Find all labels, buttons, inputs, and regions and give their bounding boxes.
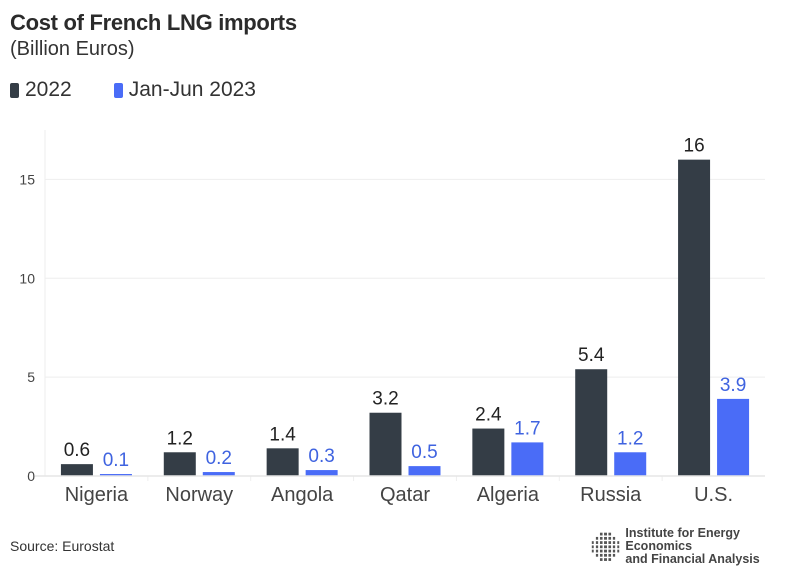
legend-item-2022: 2022: [10, 78, 72, 102]
chart-subtitle: (Billion Euros): [10, 38, 135, 60]
bar-2023: [614, 452, 647, 476]
bar-2023: [511, 442, 544, 476]
globe-dot: [608, 544, 612, 548]
bar-2022: [369, 412, 402, 476]
globe-dot: [599, 549, 603, 552]
legend-label-2022: 2022: [25, 78, 72, 101]
globe-dot: [604, 557, 607, 561]
globe-dot: [604, 553, 607, 557]
bar-2022: [60, 464, 93, 476]
data-label: 1.7: [514, 418, 540, 439]
bar-2023: [305, 470, 338, 476]
globe-dot: [608, 536, 612, 540]
globe-dot: [604, 549, 607, 552]
globe-dot: [599, 532, 603, 535]
globe-dot: [608, 540, 612, 544]
bar-2022: [678, 159, 711, 476]
legend-swatch-2023: [113, 82, 123, 98]
globe-dot: [608, 553, 612, 557]
legend-item-2023: Jan-Jun 2023: [113, 78, 256, 102]
globe-dot: [595, 536, 599, 540]
x-tick-label: Russia: [580, 484, 642, 506]
x-tick-label: Nigeria: [65, 484, 129, 506]
source-note: Source: Eurostat: [10, 538, 115, 554]
globe-dot: [608, 557, 612, 561]
globe-dot: [595, 540, 599, 544]
globe-dot: [608, 549, 612, 552]
bar-2022: [575, 369, 608, 476]
bar-2022: [472, 428, 505, 476]
chart-title: Cost of French LNG imports: [10, 10, 297, 35]
globe-dot: [612, 553, 616, 557]
y-tick-label: 0: [27, 468, 35, 484]
globe-dot: [604, 536, 607, 540]
y-tick-label: 15: [19, 171, 35, 187]
globe-dot: [595, 553, 599, 557]
x-tick-label: Angola: [271, 484, 334, 506]
data-label: 16: [684, 136, 705, 157]
logo-line-2: and Financial Analysis: [625, 552, 760, 566]
globe-dot: [599, 544, 603, 548]
data-label: 1.4: [269, 424, 296, 445]
data-label: 5.4: [578, 345, 605, 366]
bar-2023: [408, 466, 441, 476]
bar-2022: [266, 448, 299, 476]
bar-2023: [99, 474, 132, 476]
logo-line-1: Institute for Energy Economics: [625, 526, 740, 553]
globe-dot: [617, 549, 620, 552]
globe-dot: [617, 540, 620, 544]
bar-2023: [202, 472, 235, 476]
x-tick-label: Qatar: [380, 484, 430, 506]
data-label: 1.2: [167, 428, 193, 449]
bar-2022: [163, 452, 196, 476]
globe-dot: [591, 544, 594, 548]
globe-dot: [591, 549, 594, 552]
bar-2023: [717, 398, 750, 476]
globe-dot: [591, 540, 594, 544]
legend: 2022 Jan-Jun 2023: [10, 78, 298, 102]
bar-chart: 0 5 10 15 0.6 0.1 Nigeria 1.2 0.2 Norway 1.4 0.3 Ang…: [19, 130, 765, 506]
x-tick-label: Algeria: [477, 484, 540, 506]
globe-dot: [612, 544, 616, 548]
data-label: 0.5: [411, 442, 437, 463]
globe-dot: [595, 544, 599, 548]
data-label: 0.6: [64, 440, 90, 461]
globe-dot: [599, 540, 603, 544]
globe-dot: [599, 557, 603, 561]
globe-icon: [590, 531, 621, 562]
globe-dot: [608, 532, 612, 535]
data-label: 0.2: [206, 448, 232, 469]
legend-swatch-2022: [10, 82, 19, 98]
globe-dot: [599, 553, 603, 557]
x-tick-label: Norway: [165, 484, 233, 506]
data-label: 0.3: [308, 446, 334, 467]
globe-dot: [612, 540, 616, 544]
data-label: 3.9: [720, 375, 746, 396]
globe-dot: [612, 549, 616, 552]
y-tick-label: 5: [27, 369, 35, 385]
globe-dot: [612, 536, 616, 540]
data-label: 2.4: [475, 405, 502, 426]
globe-dot: [617, 544, 620, 548]
data-label: 3.2: [372, 389, 398, 410]
y-tick-label: 10: [19, 270, 35, 286]
x-tick-label: U.S.: [694, 484, 733, 506]
data-label: 0.1: [103, 450, 129, 471]
globe-dot: [604, 532, 607, 535]
legend-label-2023: Jan-Jun 2023: [128, 78, 256, 101]
globe-dot: [595, 549, 599, 552]
globe-dot: [599, 536, 603, 540]
globe-dot: [604, 544, 607, 548]
data-label: 1.2: [617, 428, 643, 449]
globe-dot: [604, 540, 607, 544]
ieefa-logo: Institute for Energy Economics and Finan…: [590, 527, 796, 566]
